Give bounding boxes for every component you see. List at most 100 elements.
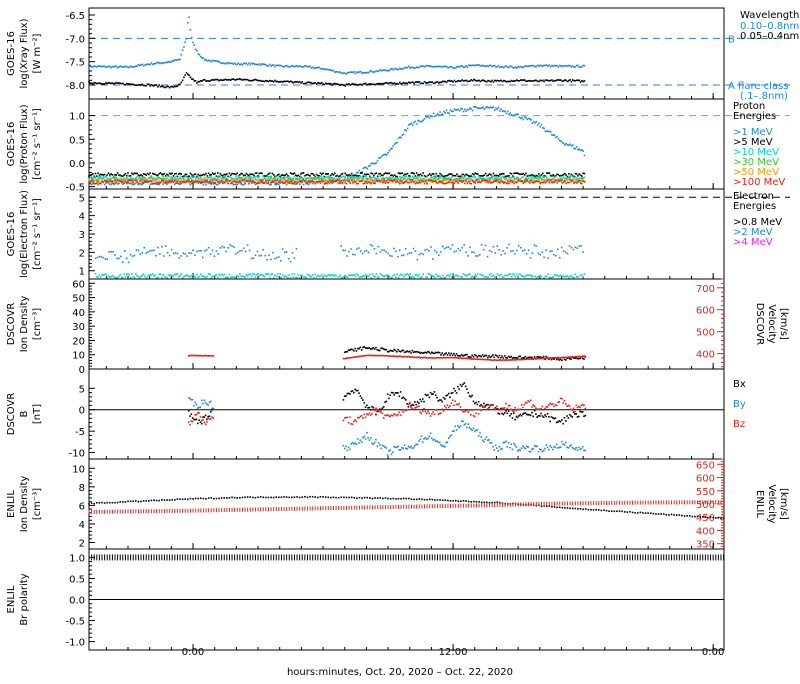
data-point bbox=[463, 180, 465, 182]
data-point bbox=[186, 174, 188, 176]
data-point bbox=[374, 348, 376, 350]
y-axis-label: DSCOVR bbox=[6, 303, 17, 346]
data-point bbox=[206, 419, 208, 421]
data-point bbox=[549, 251, 551, 253]
data-point bbox=[119, 274, 121, 276]
data-point bbox=[420, 182, 422, 184]
data-point bbox=[539, 254, 541, 256]
data-point bbox=[229, 244, 231, 246]
data-point bbox=[213, 417, 215, 419]
data-point bbox=[205, 415, 207, 417]
data-point bbox=[330, 175, 332, 177]
data-point bbox=[322, 277, 324, 279]
data-point bbox=[178, 183, 180, 185]
data-point bbox=[213, 355, 215, 357]
data-point bbox=[442, 275, 444, 277]
data-point bbox=[546, 181, 548, 183]
data-point bbox=[299, 277, 301, 279]
data-point bbox=[367, 414, 369, 416]
data-point bbox=[125, 276, 127, 278]
data-point bbox=[222, 275, 224, 277]
data-point bbox=[557, 248, 559, 250]
data-point bbox=[446, 247, 448, 249]
data-point bbox=[493, 274, 495, 276]
data-point bbox=[192, 42, 194, 44]
data-point bbox=[360, 176, 362, 178]
data-point bbox=[509, 447, 511, 449]
data-point bbox=[416, 178, 418, 180]
data-point bbox=[398, 182, 400, 184]
data-point bbox=[313, 177, 315, 179]
data-point bbox=[467, 423, 469, 425]
data-point bbox=[440, 399, 442, 401]
data-point bbox=[555, 447, 557, 449]
data-point bbox=[199, 276, 201, 278]
data-point bbox=[206, 421, 208, 423]
data-point bbox=[550, 180, 552, 182]
data-point bbox=[578, 245, 580, 247]
data-point bbox=[522, 445, 524, 447]
data-point bbox=[558, 66, 560, 68]
data-point bbox=[195, 80, 197, 82]
data-point bbox=[391, 277, 393, 279]
data-point bbox=[399, 395, 401, 397]
data-point bbox=[568, 417, 570, 419]
y-tick-label: -8.0 bbox=[65, 81, 85, 92]
data-point bbox=[456, 353, 458, 355]
data-point bbox=[235, 253, 237, 255]
y-axis-label: GOES-16 bbox=[6, 122, 17, 167]
data-point bbox=[530, 180, 532, 182]
data-point bbox=[574, 449, 576, 451]
data-point bbox=[127, 172, 129, 174]
data-point bbox=[428, 250, 430, 252]
data-point bbox=[379, 350, 381, 352]
data-point bbox=[516, 67, 518, 69]
data-point bbox=[251, 182, 253, 184]
data-point bbox=[452, 244, 454, 246]
data-point bbox=[573, 249, 575, 251]
data-point bbox=[463, 174, 465, 176]
data-point bbox=[584, 273, 586, 275]
data-point bbox=[484, 108, 486, 110]
data-point bbox=[177, 253, 179, 255]
data-point bbox=[95, 273, 97, 275]
data-point bbox=[117, 179, 119, 181]
data-point bbox=[97, 180, 99, 182]
data-point bbox=[412, 124, 414, 126]
data-point bbox=[430, 175, 432, 177]
data-point bbox=[249, 179, 251, 181]
data-point bbox=[272, 173, 274, 175]
y-axis-label: log(Proton Flux) bbox=[19, 104, 30, 183]
data-point bbox=[347, 277, 349, 279]
data-point bbox=[198, 412, 200, 414]
data-point bbox=[400, 449, 402, 451]
data-point bbox=[326, 276, 328, 278]
data-point bbox=[395, 177, 397, 179]
data-point bbox=[432, 411, 434, 413]
data-point bbox=[448, 181, 450, 183]
data-point bbox=[556, 444, 558, 446]
data-point bbox=[145, 174, 147, 176]
data-point bbox=[192, 421, 194, 423]
data-point bbox=[455, 175, 457, 177]
data-point bbox=[536, 446, 538, 448]
data-point bbox=[532, 252, 534, 254]
data-point bbox=[92, 181, 94, 183]
data-point bbox=[454, 251, 456, 253]
data-point bbox=[188, 410, 190, 412]
data-point bbox=[446, 82, 448, 84]
data-point bbox=[408, 182, 410, 184]
data-point bbox=[358, 247, 360, 249]
data-point bbox=[465, 251, 467, 253]
data-point bbox=[186, 176, 188, 178]
data-point bbox=[507, 111, 509, 113]
data-point bbox=[181, 178, 183, 180]
data-point bbox=[477, 409, 479, 411]
data-point bbox=[227, 277, 229, 279]
data-point bbox=[541, 124, 543, 126]
data-point bbox=[525, 356, 527, 358]
data-point bbox=[457, 386, 459, 388]
legend-item: Bx bbox=[733, 379, 746, 390]
data-point bbox=[90, 183, 92, 185]
data-point bbox=[383, 250, 385, 252]
